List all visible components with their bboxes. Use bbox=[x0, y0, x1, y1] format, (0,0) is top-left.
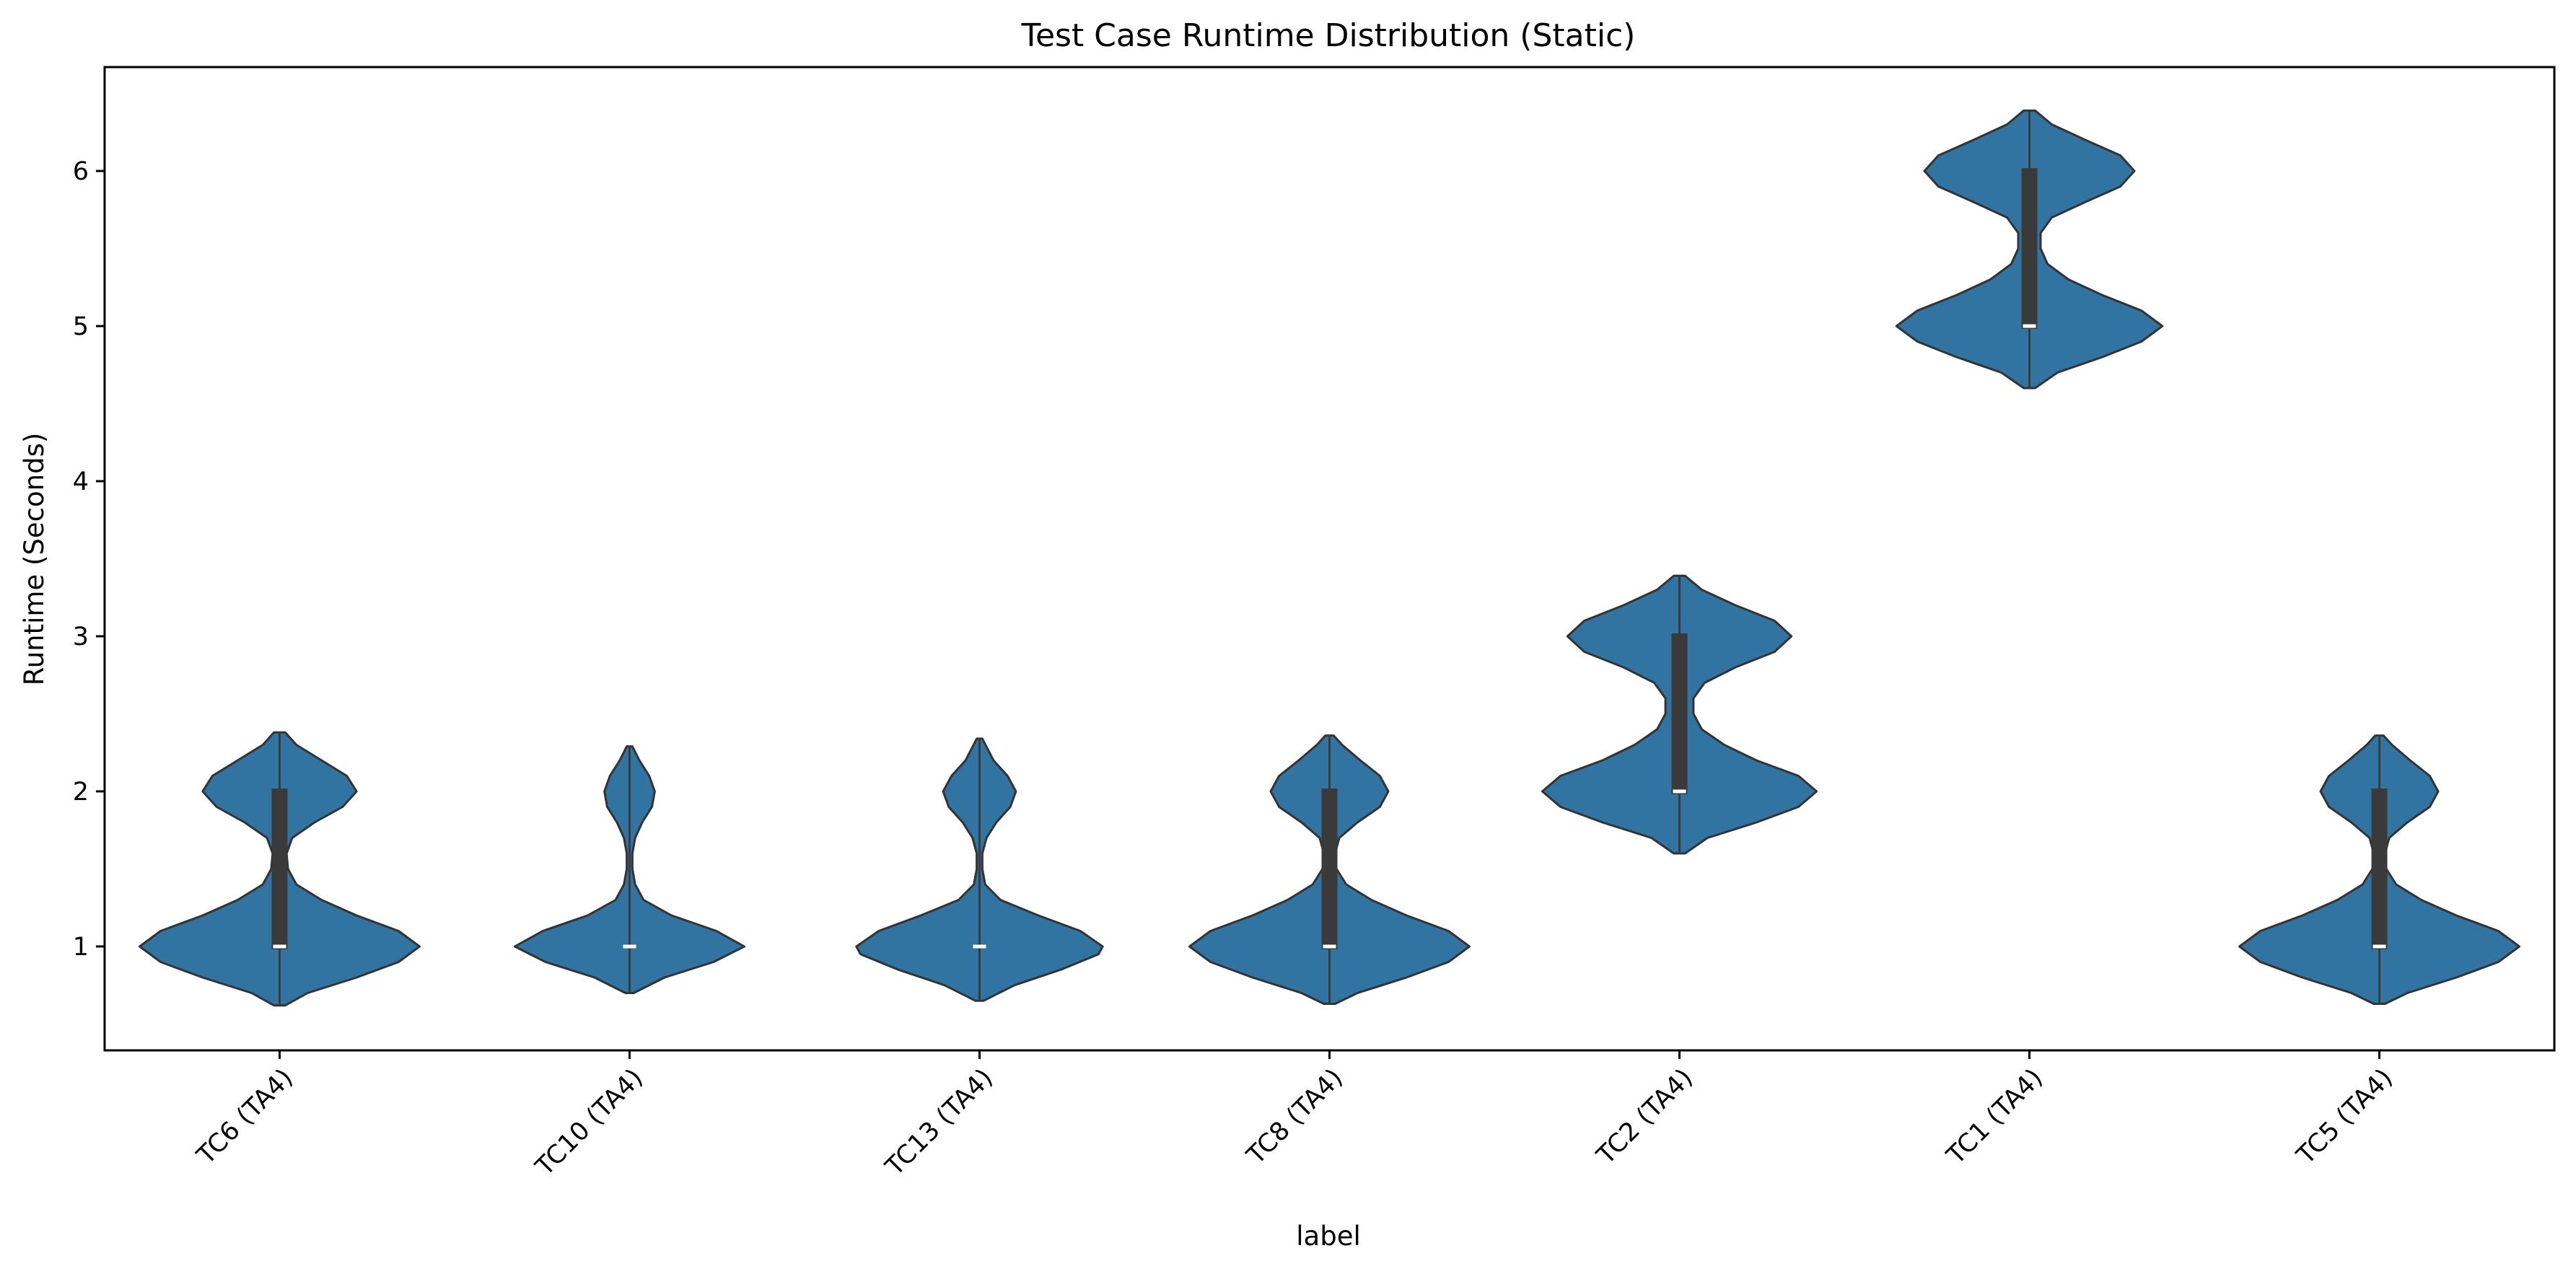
y-tick-label: 4 bbox=[73, 467, 89, 496]
violin-group bbox=[1188, 734, 1471, 1005]
violin-iqr-box bbox=[2371, 788, 2388, 949]
y-tick-label: 1 bbox=[73, 933, 89, 962]
y-tick-label: 6 bbox=[73, 157, 89, 186]
violin-group bbox=[139, 731, 421, 1007]
violin-group bbox=[855, 737, 1104, 1002]
violin-group bbox=[1541, 574, 1818, 855]
x-tick-label: TC1 (TA4) bbox=[1941, 1063, 2049, 1171]
y-axis: 1 2 3 4 5 6 bbox=[73, 157, 105, 962]
y-tick-label: 3 bbox=[73, 623, 89, 651]
violin-iqr-box bbox=[1671, 633, 1688, 794]
chart-title: Test Case Runtime Distribution (Static) bbox=[1021, 17, 1636, 54]
x-tick-label: TC5 (TA4) bbox=[2291, 1063, 2398, 1171]
violin-iqr-box bbox=[271, 788, 288, 949]
y-tick-label: 5 bbox=[73, 312, 89, 341]
x-tick-label: TC13 (TA4) bbox=[880, 1063, 998, 1182]
y-axis-label: Runtime (Seconds) bbox=[19, 433, 50, 686]
x-tick-label: TC2 (TA4) bbox=[1591, 1063, 1699, 1171]
plot-area bbox=[139, 109, 2520, 1007]
violin-group bbox=[2238, 734, 2520, 1005]
x-axis-label: label bbox=[1296, 1221, 1360, 1252]
violin-iqr-box bbox=[2021, 168, 2038, 330]
x-axis: TC6 (TA4) TC10 (TA4) TC13 (TA4) TC8 (TA4) TC… bbox=[191, 1050, 2398, 1182]
violin-group bbox=[1895, 109, 2164, 390]
y-tick-label: 2 bbox=[73, 778, 89, 807]
x-tick-label: TC10 (TA4) bbox=[530, 1063, 648, 1182]
x-tick-label: TC6 (TA4) bbox=[191, 1063, 299, 1171]
x-tick-label: TC8 (TA4) bbox=[1241, 1063, 1349, 1171]
violin-iqr-box bbox=[1321, 788, 1338, 949]
violin-group bbox=[513, 745, 746, 994]
